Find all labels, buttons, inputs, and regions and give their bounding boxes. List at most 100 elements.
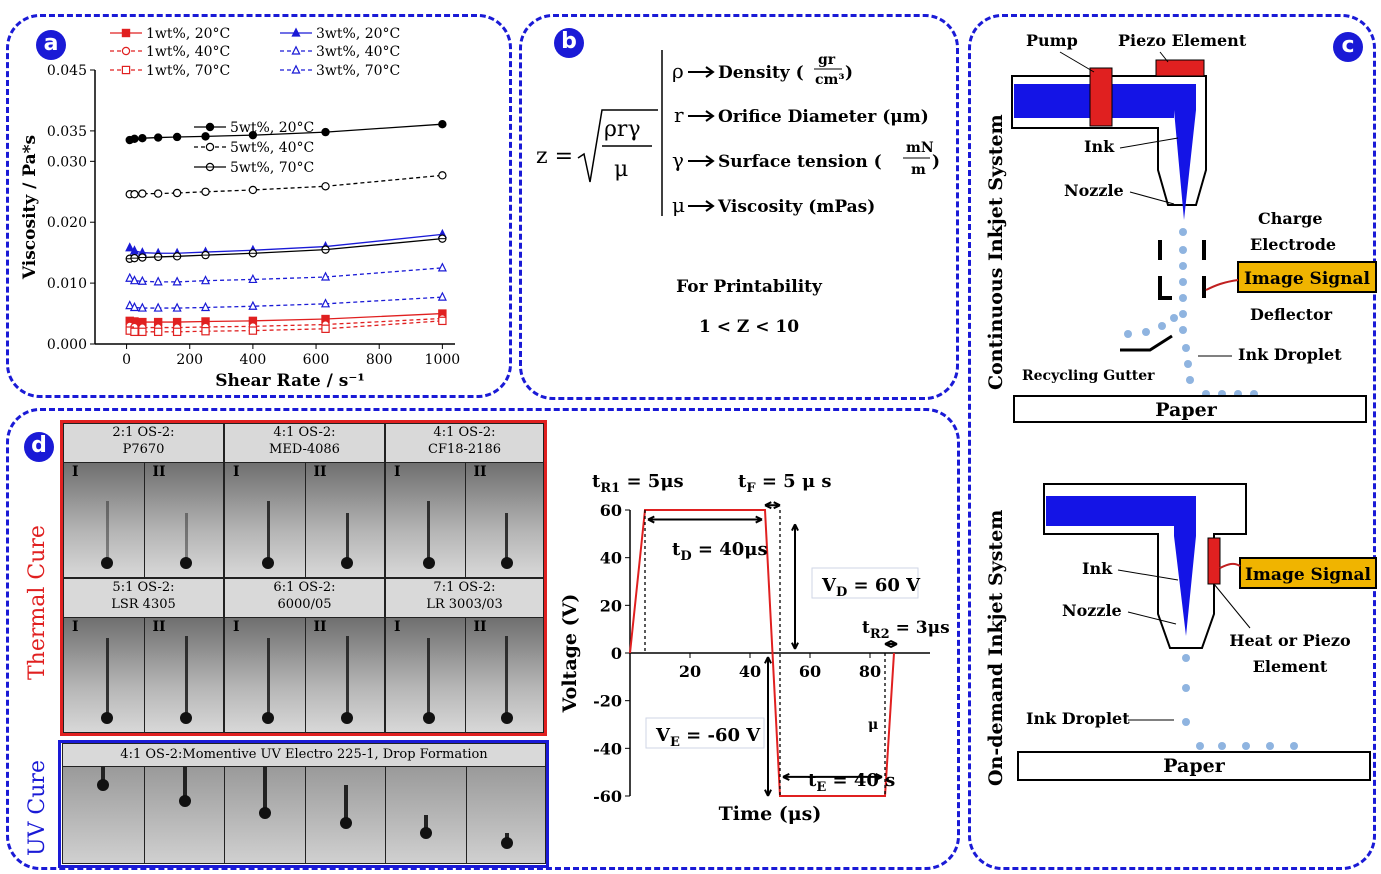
drop-bead xyxy=(500,557,513,569)
data-point xyxy=(201,327,210,336)
panel-d-badge: d xyxy=(24,432,54,462)
thermal-tile: 5:1 OS-2: LSR 4305 I II xyxy=(63,578,224,733)
def-surface-tension: γ Surface tension ( mN m ) xyxy=(672,140,940,178)
roman-label: I xyxy=(394,464,401,480)
data-point xyxy=(248,130,258,140)
roman-label: I xyxy=(233,464,240,480)
drop-stem xyxy=(266,501,270,561)
data-point xyxy=(125,300,135,310)
label-te: tE = 40 s xyxy=(808,770,895,795)
data-point xyxy=(153,327,163,337)
drops-ondemand xyxy=(1182,654,1298,750)
legend-entry: 3wt%, 70°C xyxy=(280,63,400,79)
legend-entry: 5wt%, 40°C xyxy=(194,140,314,156)
y-tick-label: 0.000 xyxy=(47,337,87,353)
printability-range: 1 < Z < 10 xyxy=(699,317,799,337)
def-orifice: r Orifice Diameter (μm) xyxy=(674,103,929,127)
label-tr1: tR1 = 5μs xyxy=(592,471,684,496)
x-tick-label: 400 xyxy=(240,352,267,368)
drop-stem xyxy=(266,638,270,716)
tile-line1: 6:1 OS-2: xyxy=(273,580,336,595)
uv-frame xyxy=(224,767,305,863)
legend-marker xyxy=(121,46,131,56)
y-tick-label: 0.045 xyxy=(47,63,87,79)
tile-header: 7:1 OS-2: LR 3003/03 xyxy=(386,579,543,618)
drop-bead xyxy=(262,557,275,569)
drop-bead xyxy=(262,712,275,724)
legend-marker xyxy=(291,45,301,55)
data-point xyxy=(153,189,163,198)
x-tick-label: 200 xyxy=(176,352,203,368)
data-point xyxy=(172,276,182,286)
paper-ondemand xyxy=(1017,751,1371,781)
drop-bead xyxy=(500,712,513,724)
uv-drop-stem xyxy=(101,767,105,785)
ink-droplet-label-2: Ink Droplet xyxy=(1026,709,1130,728)
legend-marker xyxy=(205,122,215,132)
uv-frame xyxy=(385,767,466,863)
y-tick-label: 40 xyxy=(600,549,622,568)
data-point xyxy=(172,327,182,337)
svg-text:ρ: ρ xyxy=(672,59,684,83)
svg-text:μ: μ xyxy=(672,193,685,217)
arrow-te-head xyxy=(875,772,883,781)
def-density: ρ Density ( gr cm³ ) xyxy=(672,52,853,88)
label-mu: μ xyxy=(868,717,878,733)
arrow-td-head xyxy=(755,515,763,524)
tile-line1: 4:1 OS-2: xyxy=(273,425,336,440)
data-point xyxy=(125,272,135,282)
roman-label: I xyxy=(72,619,79,635)
thermal-tile: 2:1 OS-2: P7670 I II xyxy=(63,423,224,578)
data-point xyxy=(125,242,135,252)
data-point xyxy=(320,271,331,281)
data-point xyxy=(320,298,331,308)
tile-divider xyxy=(304,463,306,577)
arrow-vd-head xyxy=(791,523,799,532)
piezo-label: Piezo Element xyxy=(1118,31,1247,50)
data-point xyxy=(321,182,330,191)
series-8 xyxy=(125,234,447,263)
svg-text:gr: gr xyxy=(818,52,836,68)
data-point xyxy=(138,189,147,198)
tile-line1: 2:1 OS-2: xyxy=(112,425,175,440)
tile-line2: LSR 4305 xyxy=(111,597,176,612)
data-point xyxy=(200,275,211,285)
data-point xyxy=(130,190,139,199)
data-point xyxy=(129,301,140,312)
uv-drop-bead xyxy=(501,837,513,849)
arrow-tf-head xyxy=(773,501,781,510)
roman-label: II xyxy=(473,619,487,635)
uv-drop-bead xyxy=(97,779,109,791)
series-6 xyxy=(125,119,447,145)
uv-drop-stem xyxy=(424,815,429,833)
tile-header: 2:1 OS-2: P7670 xyxy=(64,424,223,463)
tile-divider xyxy=(304,618,306,732)
tile-header: 4:1 OS-2: CF18-2186 xyxy=(386,424,543,463)
uv-drop-bead xyxy=(339,817,352,829)
legend-label: 5wt%, 20°C xyxy=(230,120,314,136)
ve-box xyxy=(645,717,765,749)
data-point xyxy=(200,301,211,312)
svg-text:Surface tension (: Surface tension ( xyxy=(718,152,882,172)
data-point xyxy=(438,316,447,326)
recycling-gutter-label: Recycling Gutter xyxy=(1022,368,1155,384)
panel-b-badge: b xyxy=(554,28,584,58)
drop-stem xyxy=(505,636,509,716)
legend-entry: 1wt%, 20°C xyxy=(110,26,230,42)
x-axis-label: Time (μs) xyxy=(719,803,822,825)
data-point xyxy=(248,300,258,310)
tile-header: 5:1 OS-2: LSR 4305 xyxy=(64,579,223,618)
svg-text:cm³: cm³ xyxy=(815,72,844,88)
tile-divider xyxy=(464,618,466,732)
y-tick-label: -40 xyxy=(593,739,622,758)
tile-line1: 4:1 OS-2: xyxy=(433,425,496,440)
x-tick-label: 800 xyxy=(366,352,393,368)
image-signal-label-2: Image Signal xyxy=(1245,565,1372,585)
roman-label: II xyxy=(313,619,327,635)
series-0 xyxy=(125,309,447,327)
data-point xyxy=(129,245,140,255)
drop-bead xyxy=(422,557,435,569)
data-point xyxy=(172,302,182,312)
uv-frame xyxy=(63,767,144,863)
